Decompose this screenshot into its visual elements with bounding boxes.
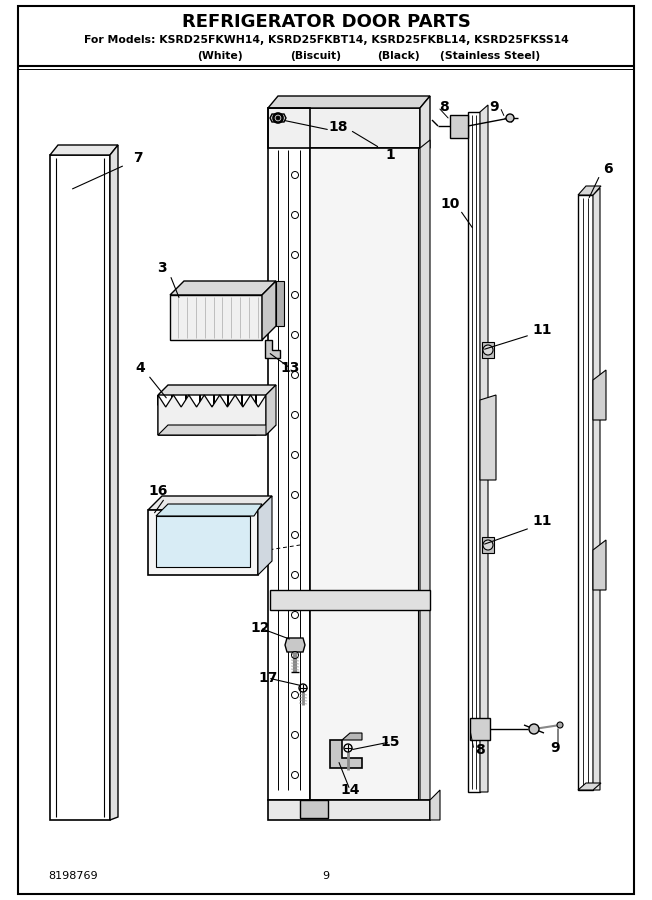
Text: 1: 1	[385, 148, 395, 162]
Polygon shape	[156, 504, 262, 516]
Polygon shape	[262, 281, 276, 340]
Polygon shape	[470, 718, 490, 740]
Text: 16: 16	[148, 484, 168, 498]
Text: 17: 17	[258, 671, 278, 685]
Polygon shape	[330, 740, 362, 768]
Polygon shape	[310, 148, 420, 800]
Polygon shape	[156, 516, 250, 567]
Polygon shape	[170, 281, 276, 295]
Polygon shape	[418, 148, 428, 800]
Text: 13: 13	[280, 361, 300, 375]
Polygon shape	[342, 733, 362, 740]
Polygon shape	[268, 96, 430, 108]
Polygon shape	[480, 395, 496, 480]
Polygon shape	[276, 281, 284, 326]
Circle shape	[557, 722, 563, 728]
Text: 9: 9	[323, 871, 329, 881]
Polygon shape	[482, 537, 494, 553]
Polygon shape	[158, 395, 266, 435]
Text: 7: 7	[133, 151, 143, 165]
Polygon shape	[593, 370, 606, 420]
Text: (White): (White)	[197, 51, 243, 61]
Polygon shape	[170, 295, 262, 340]
Polygon shape	[158, 395, 256, 435]
Polygon shape	[268, 800, 430, 820]
Polygon shape	[578, 186, 601, 195]
Polygon shape	[110, 145, 118, 820]
Circle shape	[483, 345, 493, 355]
Polygon shape	[158, 425, 276, 435]
Text: 11: 11	[532, 514, 552, 528]
Circle shape	[506, 114, 514, 122]
Polygon shape	[420, 140, 430, 800]
Polygon shape	[148, 510, 258, 575]
Polygon shape	[158, 385, 276, 395]
Circle shape	[274, 114, 282, 122]
Polygon shape	[266, 385, 276, 435]
Polygon shape	[420, 96, 430, 148]
Polygon shape	[593, 188, 600, 790]
Polygon shape	[430, 790, 440, 820]
Polygon shape	[270, 114, 286, 122]
Polygon shape	[268, 108, 420, 148]
Text: For Models: KSRD25FKWH14, KSRD25FKBT14, KSRD25FKBL14, KSRD25FKSS14: For Models: KSRD25FKWH14, KSRD25FKBT14, …	[83, 35, 569, 45]
Circle shape	[483, 540, 493, 550]
Circle shape	[529, 724, 539, 734]
Polygon shape	[482, 342, 494, 358]
Text: 10: 10	[440, 197, 460, 211]
Polygon shape	[450, 115, 468, 138]
Polygon shape	[50, 145, 118, 155]
Text: 8: 8	[439, 100, 449, 114]
Bar	[300, 800, 328, 818]
Text: 9: 9	[550, 741, 560, 755]
Circle shape	[276, 116, 280, 120]
Text: 6: 6	[603, 162, 613, 176]
Polygon shape	[593, 540, 606, 590]
Text: (Biscuit): (Biscuit)	[291, 51, 342, 61]
Text: (Stainless Steel): (Stainless Steel)	[440, 51, 540, 61]
Text: 12: 12	[250, 621, 270, 635]
Polygon shape	[285, 638, 305, 652]
Polygon shape	[270, 590, 430, 610]
Text: 14: 14	[340, 783, 360, 797]
Polygon shape	[480, 105, 488, 792]
Text: 9: 9	[489, 100, 499, 114]
Text: 18: 18	[328, 120, 348, 134]
Text: 11: 11	[532, 323, 552, 337]
Text: REFRIGERATOR DOOR PARTS: REFRIGERATOR DOOR PARTS	[181, 13, 471, 31]
Text: 4: 4	[135, 361, 145, 375]
Polygon shape	[258, 496, 272, 575]
Text: 8198769: 8198769	[48, 871, 98, 881]
Text: 15: 15	[380, 735, 400, 749]
Text: 8: 8	[475, 743, 485, 757]
Text: (Black): (Black)	[377, 51, 419, 61]
Text: 3: 3	[157, 261, 167, 275]
Polygon shape	[578, 783, 601, 790]
Polygon shape	[265, 340, 280, 358]
Polygon shape	[148, 496, 272, 510]
